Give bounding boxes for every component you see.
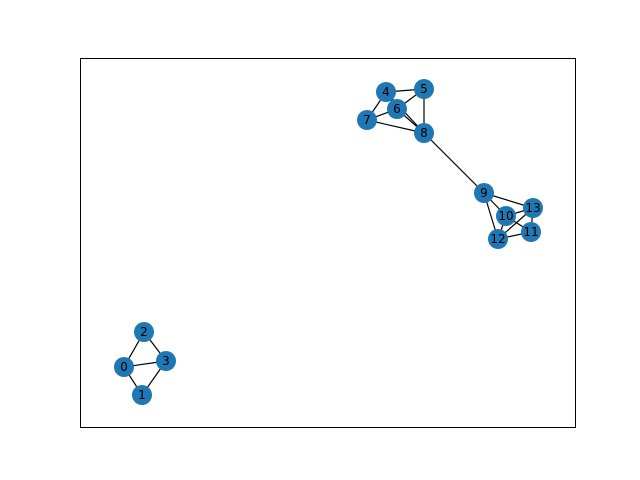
- node-label: 10: [498, 209, 513, 223]
- node-label: 9: [480, 186, 488, 200]
- node-label: 2: [140, 325, 148, 339]
- node-0: 0: [114, 357, 134, 377]
- node-circle: [414, 79, 434, 99]
- node-circle: [488, 229, 508, 249]
- node-1: 1: [132, 385, 152, 405]
- node-6: 6: [387, 99, 407, 119]
- node-circle: [134, 322, 154, 342]
- node-circle: [132, 385, 152, 405]
- node-circle: [376, 82, 396, 102]
- node-9: 9: [474, 183, 494, 203]
- node-label: 12: [490, 232, 505, 246]
- node-circle: [357, 110, 377, 130]
- edge-8-9: [423, 132, 485, 194]
- node-circle: [114, 357, 134, 377]
- node-circle: [523, 198, 543, 218]
- node-8: 8: [414, 123, 434, 143]
- node-label: 13: [525, 201, 540, 215]
- node-3: 3: [156, 351, 176, 371]
- node-label: 0: [120, 360, 128, 374]
- node-label: 4: [382, 85, 390, 99]
- node-circle: [156, 351, 176, 371]
- node-4: 4: [376, 82, 396, 102]
- node-label: 8: [420, 126, 428, 140]
- node-circle: [474, 183, 494, 203]
- node-label: 5: [420, 82, 428, 96]
- node-10: 10: [496, 206, 516, 226]
- node-label: 7: [363, 113, 371, 127]
- node-label: 3: [162, 354, 170, 368]
- node-circle: [521, 222, 541, 242]
- node-11: 11: [521, 222, 541, 242]
- node-5: 5: [414, 79, 434, 99]
- node-13: 13: [523, 198, 543, 218]
- node-7: 7: [357, 110, 377, 130]
- node-2: 2: [134, 322, 154, 342]
- node-label: 6: [393, 102, 401, 116]
- node-label: 1: [138, 388, 146, 402]
- node-12: 12: [488, 229, 508, 249]
- node-circle: [414, 123, 434, 143]
- node-circle: [496, 206, 516, 226]
- node-circle: [387, 99, 407, 119]
- node-label: 11: [523, 225, 538, 239]
